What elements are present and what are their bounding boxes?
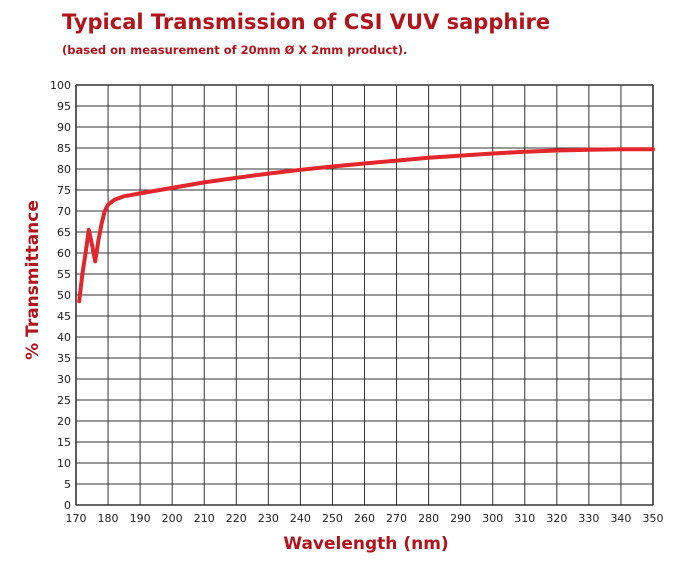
y-tick-label: 80 <box>57 163 71 176</box>
x-tick-label: 190 <box>130 512 151 525</box>
y-tick-label: 50 <box>57 289 71 302</box>
y-tick-label: 45 <box>57 310 71 323</box>
y-tick-label: 70 <box>57 205 71 218</box>
x-tick-label: 250 <box>322 512 343 525</box>
x-axis-label: Wavelength (nm) <box>283 534 448 554</box>
x-tick-label: 290 <box>450 512 471 525</box>
y-tick-label: 5 <box>64 478 71 491</box>
transmission-series-line <box>77 147 655 304</box>
y-tick-label: 75 <box>57 184 71 197</box>
x-tick-label: 230 <box>258 512 279 525</box>
x-tick-label: 340 <box>610 512 631 525</box>
y-tick-label: 20 <box>57 415 71 428</box>
x-tick-label: 240 <box>290 512 311 525</box>
y-tick-label: 25 <box>57 394 71 407</box>
series-layer <box>77 147 655 304</box>
grid-layer <box>75 84 654 506</box>
y-axis-label: % Transmittance <box>23 200 43 360</box>
y-tick-label: 10 <box>57 457 71 470</box>
y-tick-label: 100 <box>50 79 71 92</box>
x-tick-label: 330 <box>578 512 599 525</box>
chart-title: Typical Transmission of CSI VUV sapphire <box>62 10 551 34</box>
x-tick-label: 350 <box>643 512 664 525</box>
x-tick-label: 300 <box>482 512 503 525</box>
y-tick-label: 0 <box>64 499 71 512</box>
y-tick-label: 30 <box>57 373 71 386</box>
x-tick-label: 310 <box>514 512 535 525</box>
x-tick-label: 210 <box>194 512 215 525</box>
y-tick-labels: 0 5 10 15 20 25 30 35 40 45 50 55 60 65 70 75 80 85 90 95 10… <box>50 79 71 512</box>
y-tick-label: 60 <box>57 247 71 260</box>
y-tick-label: 55 <box>57 268 71 281</box>
y-tick-label: 85 <box>57 142 71 155</box>
y-tick-label: 65 <box>57 226 71 239</box>
y-tick-label: 35 <box>57 352 71 365</box>
x-tick-label: 200 <box>162 512 183 525</box>
y-tick-label: 90 <box>57 121 71 134</box>
x-tick-label: 260 <box>354 512 375 525</box>
x-tick-label: 270 <box>386 512 407 525</box>
x-tick-label: 180 <box>98 512 119 525</box>
y-tick-label: 95 <box>57 100 71 113</box>
y-tick-label: 40 <box>57 331 71 344</box>
chart-subtitle: (based on measurement of 20mm Ø X 2mm pr… <box>62 43 408 57</box>
x-tick-label: 170 <box>66 512 87 525</box>
y-tick-label: 15 <box>57 436 71 449</box>
x-tick-labels: 170 180 190 200 210 220 230 240 250 260 270 280 290 3… <box>66 512 664 525</box>
x-tick-label: 280 <box>418 512 439 525</box>
x-tick-label: 320 <box>546 512 567 525</box>
x-tick-label: 220 <box>226 512 247 525</box>
